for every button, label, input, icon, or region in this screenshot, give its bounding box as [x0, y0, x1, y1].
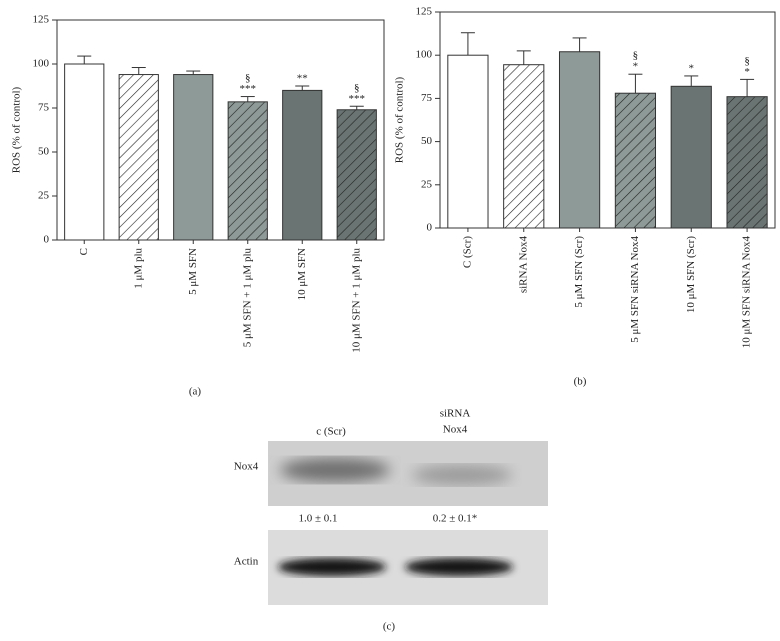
- y-tick-label: 125: [33, 14, 50, 26]
- lane-label: c (Scr): [316, 426, 346, 438]
- bar: [227, 101, 268, 241]
- significance-label: *: [633, 61, 639, 73]
- y-tick-label: 0: [427, 222, 433, 234]
- bar: [118, 74, 159, 241]
- plot-frame: [56, 19, 385, 241]
- lane-label: siRNA: [440, 408, 471, 420]
- error-bar: [572, 37, 587, 52]
- bar: [173, 74, 214, 241]
- error-bar: [684, 75, 699, 87]
- panel-label: (c): [383, 621, 396, 633]
- bar: [282, 89, 323, 241]
- band: [412, 465, 512, 485]
- y-axis-title: ROS (% of control): [394, 76, 406, 163]
- x-tick-label: 10 μM SFN (Scr): [685, 236, 697, 313]
- significance-label: *: [689, 62, 695, 74]
- bar: [503, 64, 545, 229]
- quantification: 1.0 ± 0.1: [298, 513, 337, 525]
- y-tick-label: 25: [421, 178, 433, 190]
- bar: [64, 63, 105, 241]
- significance-label: ***: [240, 83, 257, 95]
- band: [278, 558, 386, 576]
- error-bar: [460, 32, 475, 56]
- error-bar: [516, 50, 531, 65]
- bar: [336, 109, 377, 241]
- y-tick-label: 50: [421, 135, 433, 147]
- bar: [447, 54, 489, 229]
- x-tick-label: 1 μM plu: [132, 248, 144, 289]
- error-bar: [77, 55, 92, 64]
- y-tick-label: 25: [38, 190, 50, 202]
- plot-frame: [439, 11, 776, 229]
- row-label: Actin: [234, 556, 259, 568]
- significance-label: §: [633, 50, 639, 62]
- error-bar: [131, 67, 146, 75]
- x-tick-label: 5 μM SFN siRNA Nox4: [629, 236, 641, 343]
- row-label: Nox4: [234, 461, 259, 473]
- bar: [558, 51, 601, 229]
- error-bar: [240, 96, 255, 102]
- error-bar: [349, 105, 364, 110]
- error-bar: [740, 78, 755, 97]
- x-tick-label: 5 μM SFN: [187, 248, 199, 295]
- y-tick-label: 75: [38, 102, 50, 114]
- band: [280, 458, 390, 482]
- y-tick-label: 125: [416, 6, 433, 18]
- x-tick-label: 10 μM SFN siRNA Nox4: [741, 236, 753, 349]
- quantification: 0.2 ± 0.1*: [433, 513, 478, 525]
- x-tick-label: 5 μM SFN (Scr): [573, 236, 585, 308]
- y-tick-label: 50: [38, 146, 50, 158]
- panel-label: (b): [574, 376, 587, 388]
- x-tick-label: 10 μM SFN + 1 μM plu: [350, 248, 362, 353]
- significance-label: §: [354, 82, 360, 94]
- y-tick-label: 0: [44, 234, 50, 246]
- bar: [670, 85, 712, 229]
- significance-label: §: [744, 55, 750, 67]
- lane-label: Nox4: [443, 424, 468, 436]
- y-tick-label: 100: [33, 58, 50, 70]
- y-tick-label: 100: [416, 49, 433, 61]
- error-bar: [295, 85, 310, 91]
- error-bar: [628, 73, 643, 94]
- blot-panel: c (Scr) siRNA Nox4 Nox4 Actin 1.0 ± 0.1 …: [234, 408, 548, 633]
- x-tick-label: 10 μM SFN: [296, 248, 308, 300]
- x-tick-label: C: [78, 248, 90, 255]
- significance-label: ***: [349, 93, 366, 105]
- band: [405, 558, 513, 576]
- bar: [726, 96, 768, 229]
- y-tick-label: 75: [421, 92, 433, 104]
- panel-label: (a): [189, 386, 202, 398]
- error-bar: [186, 70, 201, 75]
- significance-label: §: [245, 72, 251, 84]
- x-tick-label: C (Scr): [461, 236, 473, 268]
- x-tick-label: siRNA Nox4: [517, 236, 529, 294]
- y-axis-title: ROS (% of control): [11, 86, 23, 173]
- significance-label: **: [297, 73, 308, 85]
- x-tick-label: 5 μM SFN + 1 μM plu: [241, 248, 253, 348]
- significance-label: *: [744, 66, 750, 78]
- bar: [614, 92, 657, 229]
